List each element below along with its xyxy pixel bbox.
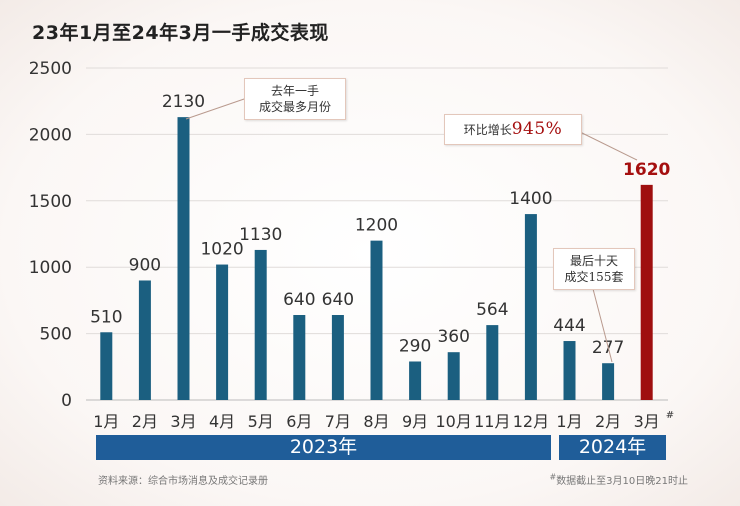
x-tick-label: 7月	[325, 412, 351, 431]
value-label: 1200	[355, 216, 398, 236]
growth-callout-value: 945%	[511, 119, 563, 139]
y-tick-label: 1500	[29, 192, 72, 212]
last-days-callout-line2: 成交155套	[564, 270, 624, 284]
bar-10	[447, 352, 460, 400]
peak-month-callout: 去年一手 成交最多月份	[244, 78, 346, 120]
bars	[100, 117, 653, 401]
bar-5	[254, 249, 267, 400]
value-label: 444	[553, 316, 585, 336]
x-tick-label: 1月	[556, 412, 582, 431]
x-tick-label: 8月	[363, 412, 389, 431]
y-axis-ticks: 0 500 1000 1500 2000 2500	[29, 59, 72, 411]
data-cutoff-note: #数据截止至3月10日晚21时止	[549, 472, 688, 487]
peak-callout-leader	[185, 97, 248, 120]
y-tick-label: 2000	[29, 125, 72, 145]
x-tick-label: 11月	[474, 412, 510, 431]
growth-callout: 环比增长945%	[444, 114, 582, 145]
y-tick-label: 1000	[29, 258, 72, 278]
bar-14	[602, 363, 615, 400]
x-tick-label: 2月	[595, 412, 621, 431]
bar-13	[563, 341, 576, 400]
x-tick-label: 6月	[286, 412, 312, 431]
x-tick-label: 12月	[513, 412, 549, 431]
last-days-callout-leader	[591, 284, 613, 363]
value-label: 640	[283, 290, 315, 310]
value-label: 1130	[239, 225, 282, 245]
value-label: 360	[437, 327, 469, 347]
value-label: 900	[129, 255, 161, 275]
value-label: 1400	[509, 189, 552, 209]
peak-callout-line1: 去年一手	[270, 84, 319, 98]
last-days-callout: 最后十天 成交155套	[553, 248, 635, 290]
value-label: 564	[476, 300, 508, 320]
chart-title: 23年1月至24年3月一手成交表现	[32, 22, 329, 44]
x-axis-ticks: 1月 2月 3月 4月 5月 6月 7月 8月 9月 10月 11月 12月 1月 2月 3月 #	[93, 410, 674, 431]
year-bar-2024: 2024年	[559, 435, 666, 460]
x-tick-label: 3月	[634, 412, 660, 431]
y-tick-label: 500	[40, 325, 72, 345]
y-tick-label: 2500	[29, 59, 72, 79]
cutoff-note-mark: #	[549, 472, 557, 482]
bar-9	[409, 361, 422, 400]
peak-callout-line2: 成交最多月份	[258, 100, 331, 114]
bar-2	[138, 280, 151, 400]
bar-1	[100, 332, 113, 400]
x-tick-label: 1月	[93, 412, 119, 431]
value-label: 2130	[162, 92, 205, 112]
last-days-callout-line1: 最后十天	[569, 254, 618, 268]
bar-12	[524, 214, 537, 400]
x-tick-label: 2月	[132, 412, 158, 431]
value-label: 510	[90, 307, 122, 327]
x-tick-label: 4月	[209, 412, 235, 431]
bar-6	[293, 315, 306, 400]
growth-callout-leader	[577, 130, 638, 161]
x-tick-label: 10月	[436, 412, 472, 431]
x-tick-label: 9月	[402, 412, 428, 431]
growth-callout-prefix: 环比增长	[463, 123, 512, 137]
bar-8	[370, 240, 383, 400]
value-label: 1020	[200, 240, 243, 260]
bar-15	[640, 184, 653, 400]
value-label: 1620	[623, 160, 670, 180]
value-label: 640	[322, 290, 354, 310]
bar-4	[216, 264, 229, 400]
callout-leader-lines	[185, 97, 638, 363]
value-label: 290	[399, 336, 431, 356]
x-tick-label: 5月	[248, 412, 274, 431]
bar-3	[177, 117, 190, 401]
x-tick-label: 3月	[170, 412, 196, 431]
x-tick-footnote-mark: #	[666, 410, 674, 421]
year-bar-2023: 2023年	[96, 435, 551, 460]
bar-11	[486, 325, 499, 400]
y-tick-label: 0	[61, 391, 72, 411]
cutoff-note-text: 数据截止至3月10日晚21时止	[556, 476, 688, 487]
bar-7	[331, 315, 344, 400]
source-note: 资料来源：综合市场消息及成交记录册	[98, 476, 268, 487]
